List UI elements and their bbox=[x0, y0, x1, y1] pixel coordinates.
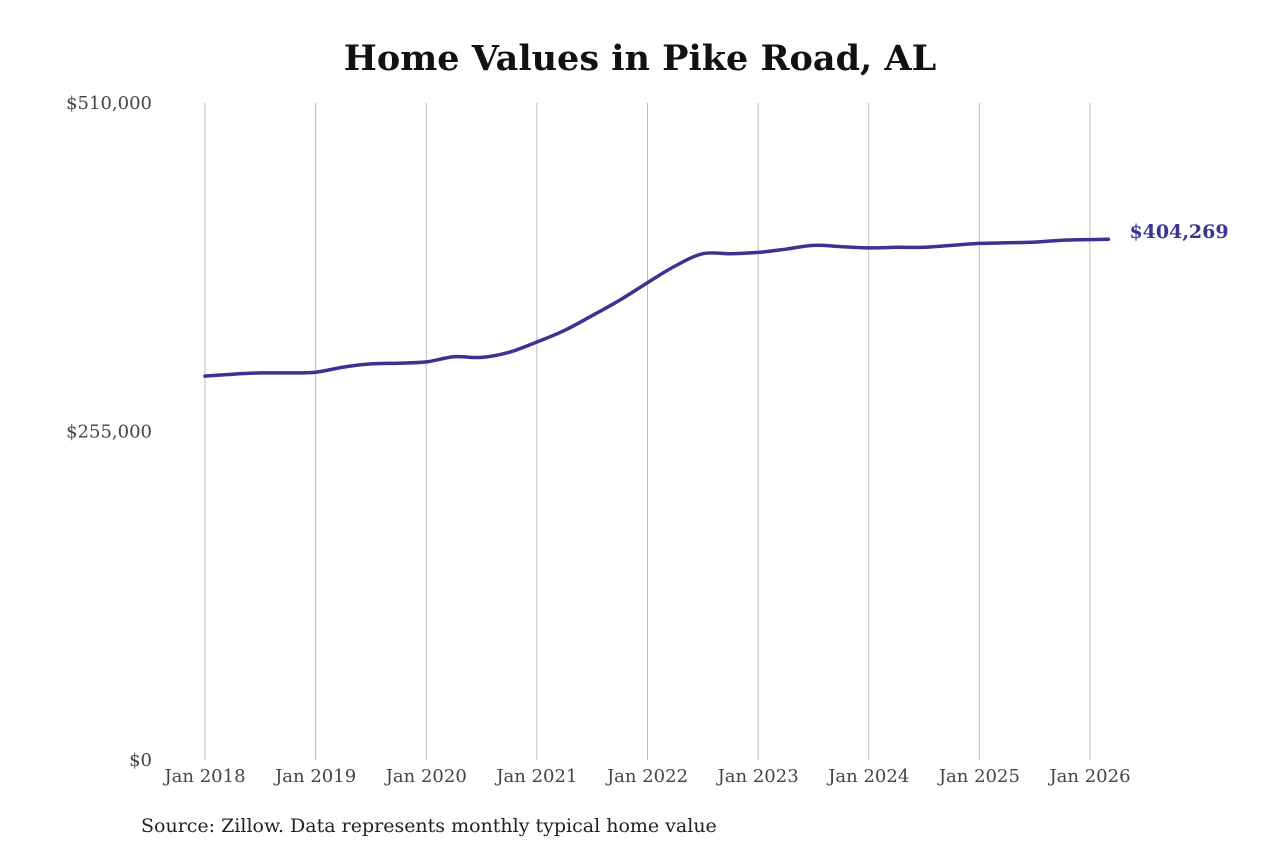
y-tick-label: $255,000 bbox=[66, 422, 152, 443]
y-axis-ticks: $0 $255,000 $510,000 bbox=[66, 93, 152, 771]
x-tick-label: Jan 2020 bbox=[384, 766, 467, 787]
x-tick-label: Jan 2023 bbox=[716, 766, 799, 787]
y-tick-label: $510,000 bbox=[66, 93, 152, 114]
x-tick-label: Jan 2025 bbox=[937, 766, 1020, 787]
data-labels: $404,269 bbox=[1129, 221, 1228, 243]
x-tick-label: Jan 2026 bbox=[1047, 766, 1130, 787]
x-tick-label: Jan 2024 bbox=[826, 766, 909, 787]
gridlines bbox=[204, 103, 1091, 760]
series-line bbox=[203, 237, 1111, 378]
x-tick-label: Jan 2021 bbox=[494, 766, 577, 787]
chart-title: Home Values in Pike Road, AL bbox=[343, 38, 937, 79]
x-axis-ticks: Jan 2018 Jan 2019 Jan 2020 Jan 2021 Jan 2022… bbox=[162, 766, 1130, 787]
x-tick-label: Jan 2019 bbox=[273, 766, 356, 787]
series-lines bbox=[203, 237, 1111, 378]
source-note: Source: Zillow. Data represents monthly … bbox=[141, 815, 717, 837]
y-tick-label: $0 bbox=[129, 750, 152, 771]
x-tick-label: Jan 2022 bbox=[605, 766, 688, 787]
x-tick-label: Jan 2018 bbox=[162, 766, 245, 787]
end-value-label: $404,269 bbox=[1129, 221, 1228, 243]
